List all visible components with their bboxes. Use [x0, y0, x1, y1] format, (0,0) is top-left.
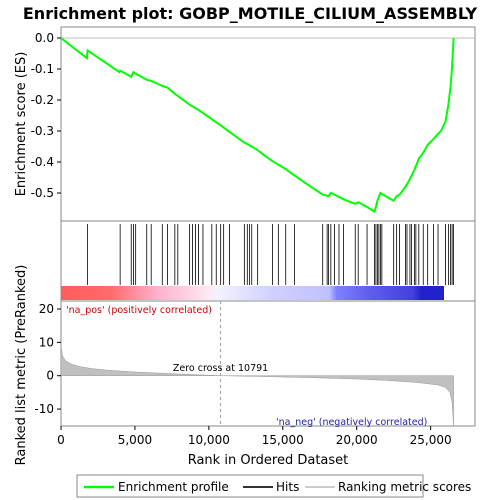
x-tick-label: 0 — [57, 433, 65, 447]
legend-label-hits: Hits — [276, 480, 299, 494]
neg-correlated-label: 'na_neg' (negatively correlated) — [276, 417, 427, 428]
es-y-tick-label: -0.5 — [31, 186, 54, 200]
hits-panel — [61, 221, 475, 301]
pos-correlated-label: 'na_pos' (positively correlated) — [66, 305, 212, 316]
x-tick-label: 20,000 — [336, 433, 378, 447]
metric-y-tick-label: 20 — [39, 302, 54, 316]
es-panel: 0.0 -0.1 -0.2 -0.3 -0.4 -0.5 Enrichment score… — [14, 27, 475, 221]
x-tick-label: 25,000 — [410, 433, 452, 447]
es-y-tick-label: -0.3 — [31, 124, 54, 138]
legend: Enrichment profile Hits Ranking metric s… — [77, 475, 471, 497]
metric-y-tick-label: -10 — [34, 402, 54, 416]
es-y-tick-label: -0.2 — [31, 93, 54, 107]
metric-y-axis-title: Ranked list metric (PreRanked) — [14, 265, 29, 466]
es-y-ticks: 0.0 -0.1 -0.2 -0.3 -0.4 -0.5 — [31, 31, 61, 200]
x-tick-label: 10,000 — [188, 433, 230, 447]
es-y-tick-label: -0.1 — [31, 62, 54, 76]
es-y-tick-label: -0.4 — [31, 155, 54, 169]
x-tick-label: 15,000 — [262, 433, 304, 447]
legend-label-enrichment: Enrichment profile — [118, 480, 229, 494]
es-panel-frame — [61, 27, 475, 221]
x-tick-label: 5,000 — [118, 433, 152, 447]
metric-y-tick-label: 0 — [46, 369, 54, 383]
metric-y-ticks: 20 10 0 -10 — [34, 302, 61, 416]
legend-label-ranking: Ranking metric scores — [338, 480, 471, 494]
es-y-axis-title: Enrichment score (ES) — [14, 52, 29, 197]
rank-color-bar — [61, 286, 444, 300]
chart-title: Enrichment plot: GOBP_MOTILE_CILIUM_ASSE… — [23, 4, 478, 23]
zero-cross-label: Zero cross at 10791 — [173, 363, 268, 374]
rank-x-axis-title: Rank in Ordered Dataset — [188, 453, 349, 468]
rank-x-ticks: 0 5,000 10,000 15,000 20,000 25,000 — [57, 426, 451, 447]
es-y-tick-label: 0.0 — [35, 31, 54, 45]
metric-y-tick-label: 10 — [39, 335, 54, 349]
